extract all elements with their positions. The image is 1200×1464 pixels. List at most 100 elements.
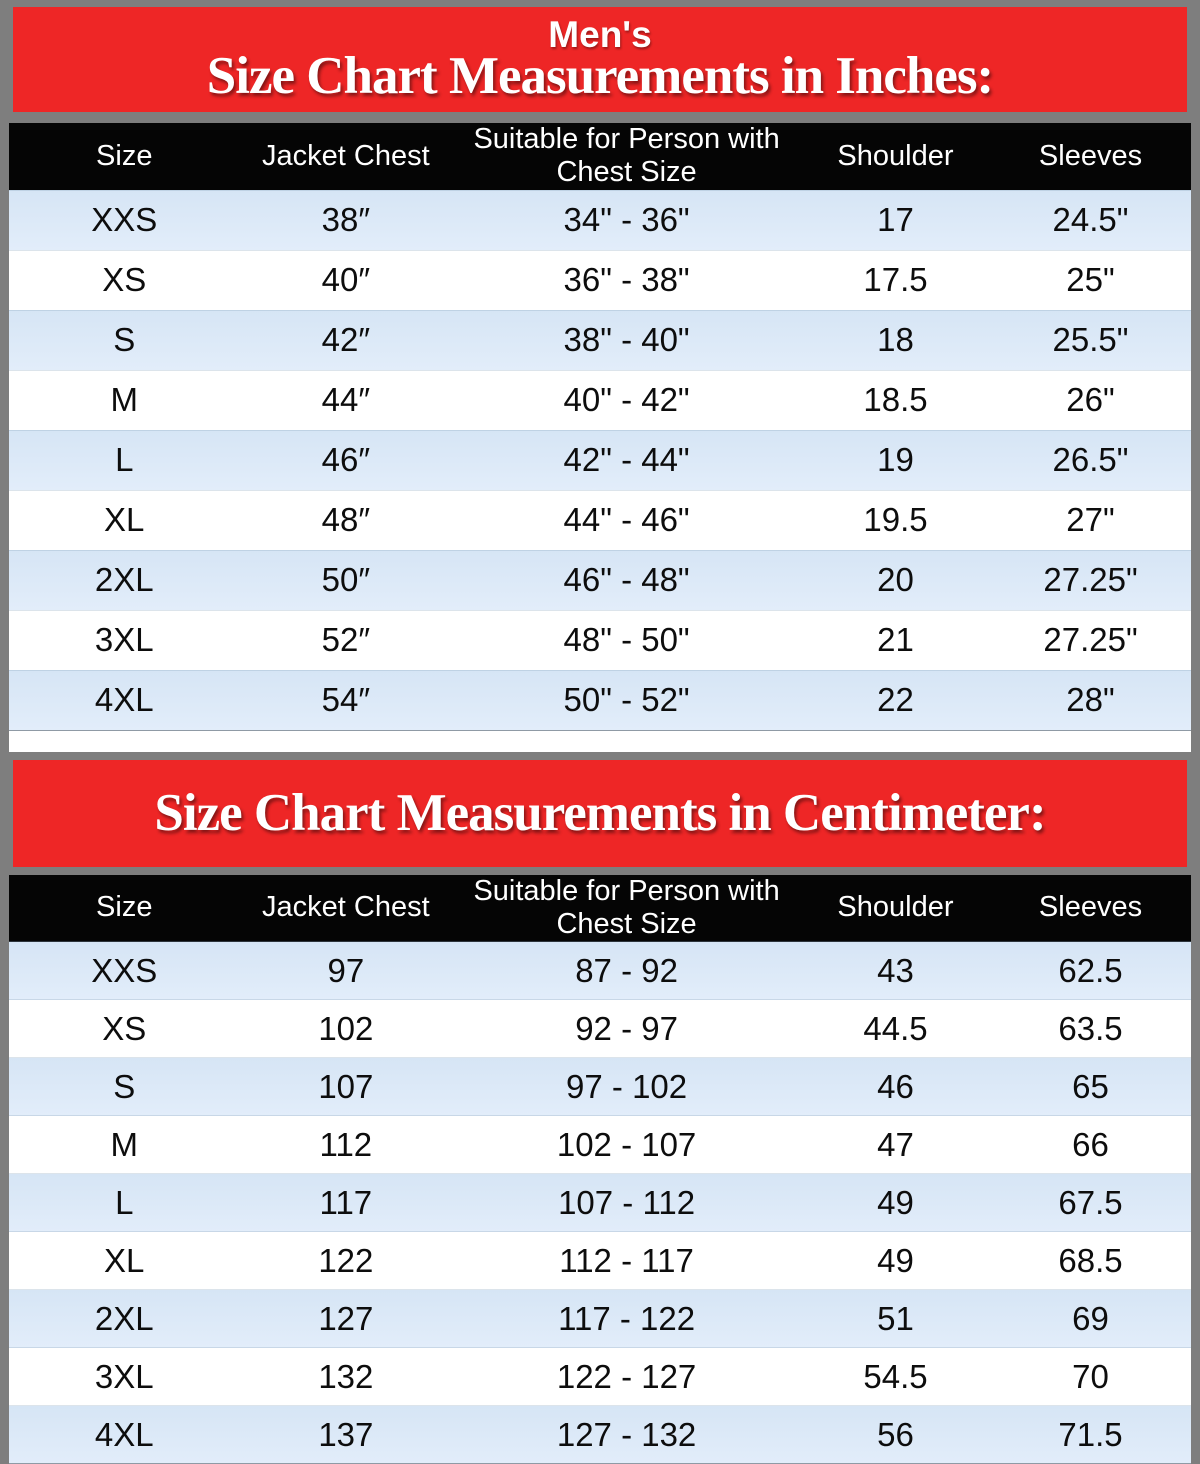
table-cell: XS <box>9 249 240 311</box>
table-cell: 122 - 127 <box>452 1347 801 1406</box>
table-row: S 107 97 - 102 46 65 <box>9 1057 1191 1116</box>
table-cell: 27.25" <box>990 609 1191 671</box>
col-header-jacket-chest: Jacket Chest <box>239 874 453 942</box>
spacer-strip <box>9 730 1191 752</box>
table-row: 2XL 50″ 46" - 48" 20 27.25" <box>9 549 1191 611</box>
table-cell: 46" - 48" <box>452 549 801 611</box>
table-row: 3XL 132 122 - 127 54.5 70 <box>9 1347 1191 1406</box>
table-cell: 92 - 97 <box>452 999 801 1058</box>
table-cell: 47 <box>800 1115 991 1174</box>
table-cell: 69 <box>990 1289 1191 1348</box>
col-header-size: Size <box>9 874 240 942</box>
col-header-sleeves: Sleeves <box>990 874 1191 942</box>
table-row: S 42″ 38" - 40" 18 25.5" <box>9 309 1191 371</box>
table-cell: 25.5" <box>990 309 1191 371</box>
table-cell: 21 <box>800 609 991 671</box>
table-cell: S <box>9 1057 240 1116</box>
table-cell: 68.5 <box>990 1231 1191 1290</box>
table-cell: 127 <box>239 1289 453 1348</box>
table-cell: L <box>9 429 240 491</box>
table-cell: 97 <box>239 941 453 1000</box>
table-cell: 50″ <box>239 549 453 611</box>
table-cell: 40″ <box>239 249 453 311</box>
table-row: L 46″ 42" - 44" 19 26.5" <box>9 429 1191 491</box>
cm-banner: Size Chart Measurements in Centimeter: <box>13 759 1187 867</box>
table-cell: 44" - 46" <box>452 489 801 551</box>
table-cell: XXS <box>9 941 240 1000</box>
table-cell: 34" - 36" <box>452 189 801 251</box>
table-cell: 18.5 <box>800 369 991 431</box>
table-row: XS 102 92 - 97 44.5 63.5 <box>9 999 1191 1058</box>
table-cell: 97 - 102 <box>452 1057 801 1116</box>
table-cell: XS <box>9 999 240 1058</box>
table-cell: 56 <box>800 1405 991 1464</box>
cm-size-table: Size Jacket Chest Suitable for Person wi… <box>9 874 1191 1464</box>
table-cell: M <box>9 1115 240 1174</box>
table-cell: 2XL <box>9 549 240 611</box>
table-cell: 22 <box>800 669 991 731</box>
table-cell: 44″ <box>239 369 453 431</box>
table-cell: 24.5" <box>990 189 1191 251</box>
table-cell: 42″ <box>239 309 453 371</box>
table-cell: 71.5 <box>990 1405 1191 1464</box>
table-cell: XL <box>9 1231 240 1290</box>
table-cell: 112 <box>239 1115 453 1174</box>
table-row: 2XL 127 117 - 122 51 69 <box>9 1289 1191 1348</box>
table-cell: 50" - 52" <box>452 669 801 731</box>
table-cell: XL <box>9 489 240 551</box>
table-cell: 67.5 <box>990 1173 1191 1232</box>
table-cell: 3XL <box>9 1347 240 1406</box>
cm-table-body: XXS 97 87 - 92 43 62.5 XS 102 92 - 97 44.5 63.5 S 1… <box>9 941 1191 1464</box>
table-cell: 42" - 44" <box>452 429 801 491</box>
table-cell: 46 <box>800 1057 991 1116</box>
table-row: L 117 107 - 112 49 67.5 <box>9 1173 1191 1232</box>
table-cell: 48" - 50" <box>452 609 801 671</box>
table-cell: 17.5 <box>800 249 991 311</box>
inches-banner-supertitle: Men's <box>548 14 652 55</box>
table-cell: 40" - 42" <box>452 369 801 431</box>
table-cell: 54″ <box>239 669 453 731</box>
table-cell: 17 <box>800 189 991 251</box>
table-cell: 19 <box>800 429 991 491</box>
table-cell: 51 <box>800 1289 991 1348</box>
table-cell: 25" <box>990 249 1191 311</box>
col-header-size: Size <box>9 123 240 191</box>
table-cell: 46″ <box>239 429 453 491</box>
table-cell: 49 <box>800 1173 991 1232</box>
table-cell: 20 <box>800 549 991 611</box>
table-cell: 87 - 92 <box>452 941 801 1000</box>
table-cell: 117 - 122 <box>452 1289 801 1348</box>
table-cell: 66 <box>990 1115 1191 1174</box>
table-cell: 70 <box>990 1347 1191 1406</box>
table-cell: 112 - 117 <box>452 1231 801 1290</box>
table-cell: 122 <box>239 1231 453 1290</box>
table-cell: 117 <box>239 1173 453 1232</box>
table-cell: 107 - 112 <box>452 1173 801 1232</box>
table-row: XXS 97 87 - 92 43 62.5 <box>9 941 1191 1000</box>
table-cell: 63.5 <box>990 999 1191 1058</box>
table-cell: 27" <box>990 489 1191 551</box>
table-row: M 112 102 - 107 47 66 <box>9 1115 1191 1174</box>
table-cell: L <box>9 1173 240 1232</box>
table-cell: 137 <box>239 1405 453 1464</box>
col-header-sleeves: Sleeves <box>990 123 1191 191</box>
cm-banner-title: Size Chart Measurements in Centimeter: <box>154 783 1046 842</box>
table-cell: 65 <box>990 1057 1191 1116</box>
table-cell: 48″ <box>239 489 453 551</box>
table-cell: 36" - 38" <box>452 249 801 311</box>
table-cell: 127 - 132 <box>452 1405 801 1464</box>
table-cell: 28" <box>990 669 1191 731</box>
table-cell: 18 <box>800 309 991 371</box>
table-cell: 49 <box>800 1231 991 1290</box>
table-cell: 132 <box>239 1347 453 1406</box>
table-cell: 107 <box>239 1057 453 1116</box>
table-cell: 27.25" <box>990 549 1191 611</box>
table-row: M 44″ 40" - 42" 18.5 26" <box>9 369 1191 431</box>
table-cell: 43 <box>800 941 991 1000</box>
table-cell: 54.5 <box>800 1347 991 1406</box>
table-cell: 26" <box>990 369 1191 431</box>
table-cell: 26.5" <box>990 429 1191 491</box>
inches-table-body: XXS 38″ 34" - 36" 17 24.5" XS 40″ 36" - 38" 17.5… <box>9 189 1191 731</box>
inches-size-table: Size Jacket Chest Suitable for Person wi… <box>9 123 1191 731</box>
